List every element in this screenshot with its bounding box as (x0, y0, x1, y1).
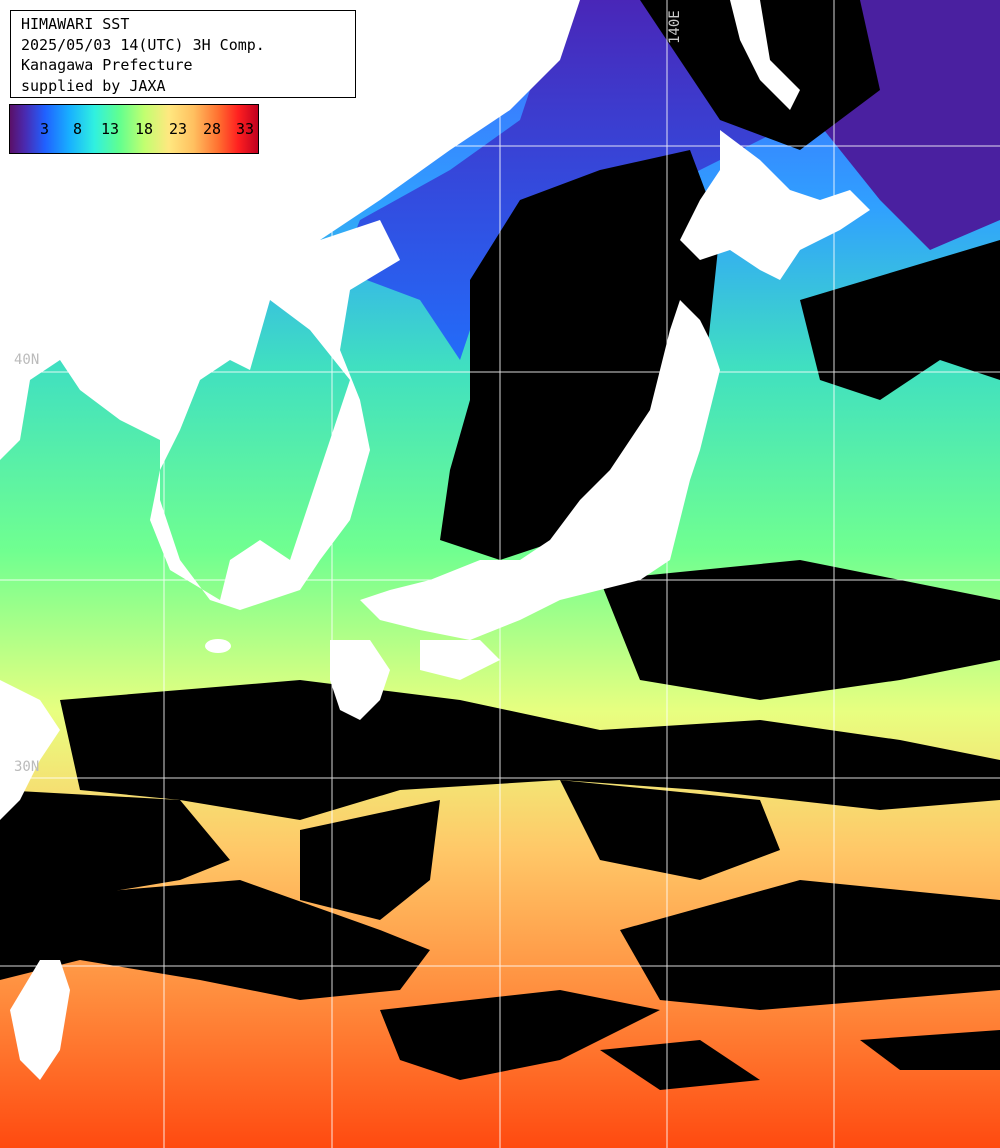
provider-region: Kanagawa Prefecture (21, 56, 193, 74)
land-jeju (205, 639, 231, 653)
colorbar-tick: 33 (236, 120, 255, 138)
data-credit: supplied by JAXA (21, 76, 166, 95)
map-info-box: HIMAWARI SST 2025/05/03 14(UTC) 3H Comp.… (10, 10, 356, 98)
lat-40-label: 40N (14, 352, 40, 368)
temperature-colorbar: 3 8 13 18 23 28 33 (9, 104, 259, 154)
land-shikoku (420, 640, 500, 680)
cold-water-north (340, 0, 780, 360)
lat-30-label: 30N (14, 759, 40, 775)
colorbar-tick: 28 (203, 120, 222, 138)
land-honshu (360, 300, 720, 640)
product-title: HIMAWARI SST (21, 15, 130, 33)
colorbar-tick: 23 (169, 120, 188, 138)
colorbar-tick: 8 (73, 120, 83, 138)
land-sakhalin (730, 0, 800, 110)
lon-140-label: 140E (667, 10, 683, 44)
timestamp: 2025/05/03 14(UTC) 3H Comp. (21, 35, 265, 54)
colorbar-ticks: 3 8 13 18 23 28 33 (10, 120, 258, 140)
land-kyushu (330, 640, 390, 720)
colorbar-tick: 3 (40, 120, 50, 138)
land-china-coast (0, 680, 60, 820)
colorbar-tick: 13 (101, 120, 120, 138)
land-taiwan (10, 960, 70, 1080)
colorbar-tick: 18 (135, 120, 154, 138)
land-hokkaido (680, 130, 870, 280)
